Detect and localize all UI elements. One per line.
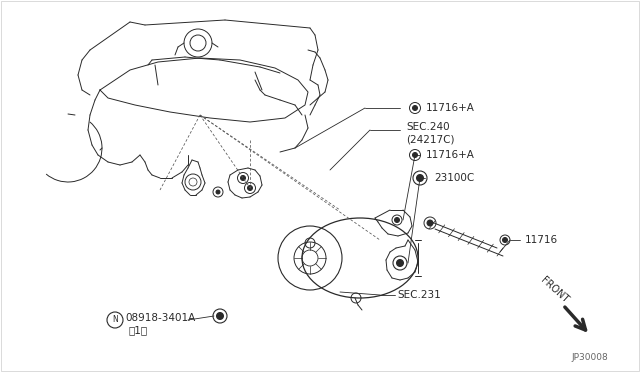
Text: 23100C: 23100C (434, 173, 474, 183)
Circle shape (427, 220, 433, 226)
Text: (24217C): (24217C) (406, 134, 454, 144)
Text: 11716: 11716 (525, 235, 558, 245)
Circle shape (397, 260, 403, 266)
Circle shape (502, 237, 508, 243)
Text: 08918-3401A: 08918-3401A (125, 313, 195, 323)
Text: FRONT: FRONT (538, 275, 570, 305)
Text: JP30008: JP30008 (572, 353, 609, 362)
Circle shape (216, 312, 223, 320)
Text: 〈1〉: 〈1〉 (128, 325, 147, 335)
Circle shape (248, 186, 253, 190)
Text: 11716+A: 11716+A (426, 103, 475, 113)
Circle shape (394, 218, 399, 222)
Circle shape (413, 106, 417, 110)
Circle shape (413, 153, 417, 157)
Text: SEC.240: SEC.240 (406, 122, 450, 132)
Circle shape (216, 190, 220, 194)
Text: 11716+A: 11716+A (426, 150, 475, 160)
Text: SEC.231: SEC.231 (397, 290, 441, 300)
Circle shape (417, 174, 424, 182)
Text: N: N (112, 315, 118, 324)
Circle shape (241, 176, 246, 180)
